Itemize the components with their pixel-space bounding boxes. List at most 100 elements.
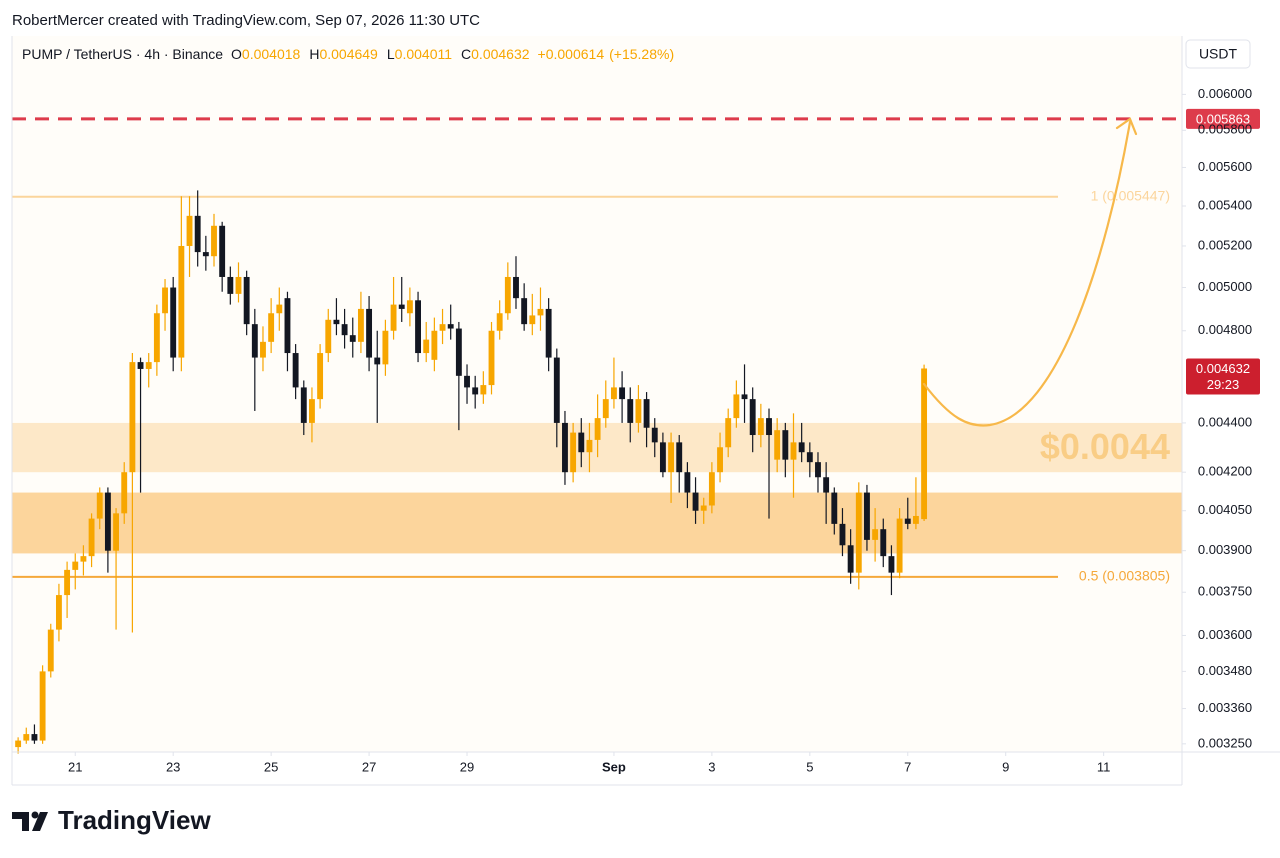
candle-body bbox=[659, 442, 666, 473]
logo: TradingView bbox=[12, 805, 211, 835]
candle-body bbox=[562, 422, 568, 473]
candle-body bbox=[47, 629, 54, 672]
x-tick-label: 9 bbox=[1002, 759, 1009, 774]
candle-body bbox=[896, 518, 903, 573]
candle-body bbox=[782, 430, 789, 460]
candle-body bbox=[251, 324, 258, 358]
candle-body bbox=[317, 353, 324, 400]
y-tick-label: 0.005600 bbox=[1198, 159, 1252, 174]
candle-body bbox=[610, 387, 617, 400]
candle-body bbox=[276, 304, 283, 314]
legend-key: C bbox=[461, 46, 471, 62]
candle-body bbox=[619, 387, 626, 400]
candle-body bbox=[872, 529, 879, 540]
arrow-head bbox=[1115, 117, 1138, 136]
legend-value: 0.004011 bbox=[395, 46, 453, 62]
candle-body bbox=[325, 319, 332, 354]
candle-body bbox=[513, 276, 519, 299]
logo-mark-2 bbox=[32, 812, 48, 831]
candle-body bbox=[733, 394, 740, 419]
plot-area bbox=[12, 36, 1182, 752]
candle-body bbox=[880, 529, 887, 557]
header: RobertMercer created with TradingView.co… bbox=[12, 12, 480, 29]
candle-body bbox=[153, 313, 160, 363]
candle-body bbox=[447, 324, 454, 329]
legend-change: +0.000614 bbox=[538, 46, 605, 62]
candle-body bbox=[480, 385, 487, 395]
candle-body bbox=[774, 430, 781, 460]
candle-body bbox=[668, 442, 675, 473]
zone-label: $0.0044 bbox=[1040, 426, 1170, 467]
candle-body bbox=[521, 298, 528, 325]
candle-body bbox=[194, 215, 201, 253]
y-tick-label: 0.003360 bbox=[1198, 700, 1252, 715]
candle-body bbox=[202, 252, 209, 257]
y-tick-label: 0.005400 bbox=[1198, 197, 1252, 212]
legend-change-pct: (+15.28%) bbox=[609, 46, 674, 62]
legend-value: 0.004018 bbox=[242, 46, 301, 62]
candle-body bbox=[113, 513, 120, 551]
candle-body bbox=[798, 442, 805, 453]
y-tick-label: 0.004400 bbox=[1198, 414, 1252, 429]
candle-body bbox=[145, 362, 152, 369]
candle-body bbox=[504, 276, 511, 314]
candle-body bbox=[137, 362, 144, 369]
candle-body bbox=[921, 368, 928, 520]
candle-body bbox=[455, 328, 462, 376]
current-price-label: 0.004632 bbox=[1196, 361, 1250, 376]
candle-body bbox=[211, 225, 217, 257]
level-label: 0.5 (0.003805) bbox=[1079, 568, 1170, 584]
x-tick-label: 5 bbox=[806, 759, 813, 774]
candle-body bbox=[243, 276, 250, 325]
candle-body bbox=[300, 387, 307, 423]
candle-body bbox=[831, 492, 838, 524]
candle-body bbox=[692, 492, 699, 511]
countdown: 29:23 bbox=[1207, 377, 1240, 392]
candle-body bbox=[864, 492, 870, 540]
candle-body bbox=[15, 740, 22, 748]
current-price-box bbox=[1186, 358, 1260, 395]
candle-body bbox=[96, 492, 103, 519]
zone bbox=[12, 492, 1182, 554]
candle-body bbox=[602, 399, 609, 419]
candle-body bbox=[839, 523, 846, 546]
candle-body bbox=[749, 399, 756, 436]
candle-body bbox=[31, 734, 38, 741]
x-tick-label: 25 bbox=[264, 759, 278, 774]
candle-body bbox=[357, 308, 364, 342]
candle-body bbox=[586, 439, 593, 453]
candle-body bbox=[415, 300, 421, 354]
candle-body bbox=[684, 472, 691, 493]
candle-body bbox=[464, 375, 470, 388]
y-tick-label: 0.005000 bbox=[1198, 279, 1252, 294]
candle-body bbox=[537, 308, 544, 316]
candle-body bbox=[64, 569, 71, 596]
x-tick-label: 23 bbox=[166, 759, 180, 774]
currency-box bbox=[1185, 39, 1251, 69]
candle-body bbox=[594, 418, 601, 440]
candle-body bbox=[815, 462, 821, 478]
y-tick-label: 0.003750 bbox=[1198, 584, 1252, 599]
x-tick-label: 27 bbox=[362, 759, 376, 774]
candle-body bbox=[235, 276, 242, 294]
y-tick-label: 0.004200 bbox=[1198, 464, 1252, 479]
y-tick-label: 0.005200 bbox=[1198, 237, 1252, 252]
logo-text: TradingView bbox=[58, 805, 211, 835]
candle-body bbox=[472, 387, 479, 395]
candle-body bbox=[570, 432, 577, 473]
candle-body bbox=[529, 315, 536, 325]
candle-body bbox=[333, 319, 340, 325]
candle-body bbox=[309, 399, 315, 423]
candle-body bbox=[496, 313, 503, 331]
candle-body bbox=[757, 418, 764, 436]
candle-body bbox=[717, 447, 723, 473]
candle-body bbox=[904, 518, 911, 524]
candle-body bbox=[553, 357, 560, 423]
candle-body bbox=[162, 287, 168, 314]
candle-body bbox=[398, 304, 405, 309]
candle-body bbox=[651, 427, 658, 443]
candle-body bbox=[635, 399, 642, 423]
y-tick-label: 0.003250 bbox=[1198, 735, 1252, 750]
candle-body bbox=[260, 341, 266, 358]
